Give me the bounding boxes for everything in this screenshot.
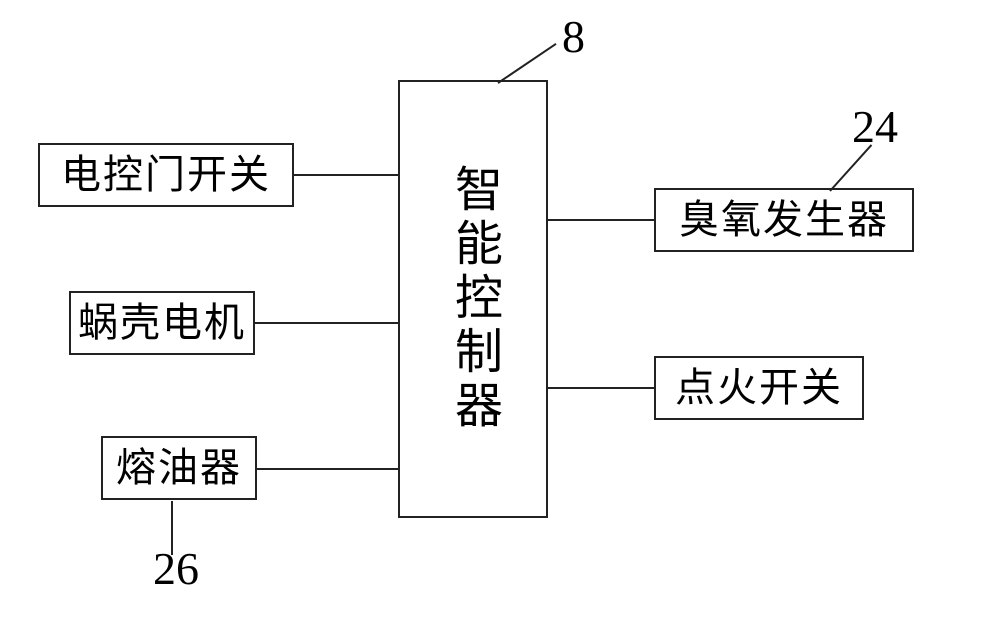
node-controller-label: 智能控制器 — [443, 164, 503, 434]
connector-door-switch — [294, 174, 398, 176]
node-ignition: 点火开关 — [654, 356, 864, 420]
connector-ozone-gen — [548, 219, 654, 221]
node-oil-melter-label: 熔油器 — [116, 448, 242, 488]
node-volute-motor-label: 蜗壳电机 — [78, 303, 246, 343]
callout-24-line — [829, 144, 872, 191]
node-ozone-gen: 臭氧发生器 — [654, 188, 914, 252]
callout-26-number: 26 — [153, 542, 199, 595]
callout-24-number: 24 — [852, 100, 898, 153]
callout-8-number: 8 — [562, 10, 585, 63]
callout-8-line — [497, 43, 556, 84]
node-controller: 智能控制器 — [398, 80, 548, 518]
callout-26-line — [171, 501, 173, 555]
node-oil-melter: 熔油器 — [101, 436, 257, 500]
node-ozone-gen-label: 臭氧发生器 — [679, 200, 889, 240]
connector-volute-motor — [255, 322, 398, 324]
node-door-switch: 电控门开关 — [38, 143, 294, 207]
connector-oil-melter — [257, 468, 398, 470]
node-ignition-label: 点火开关 — [675, 368, 843, 408]
connector-ignition — [548, 387, 654, 389]
node-volute-motor: 蜗壳电机 — [69, 291, 255, 355]
node-door-switch-label: 电控门开关 — [61, 155, 271, 195]
